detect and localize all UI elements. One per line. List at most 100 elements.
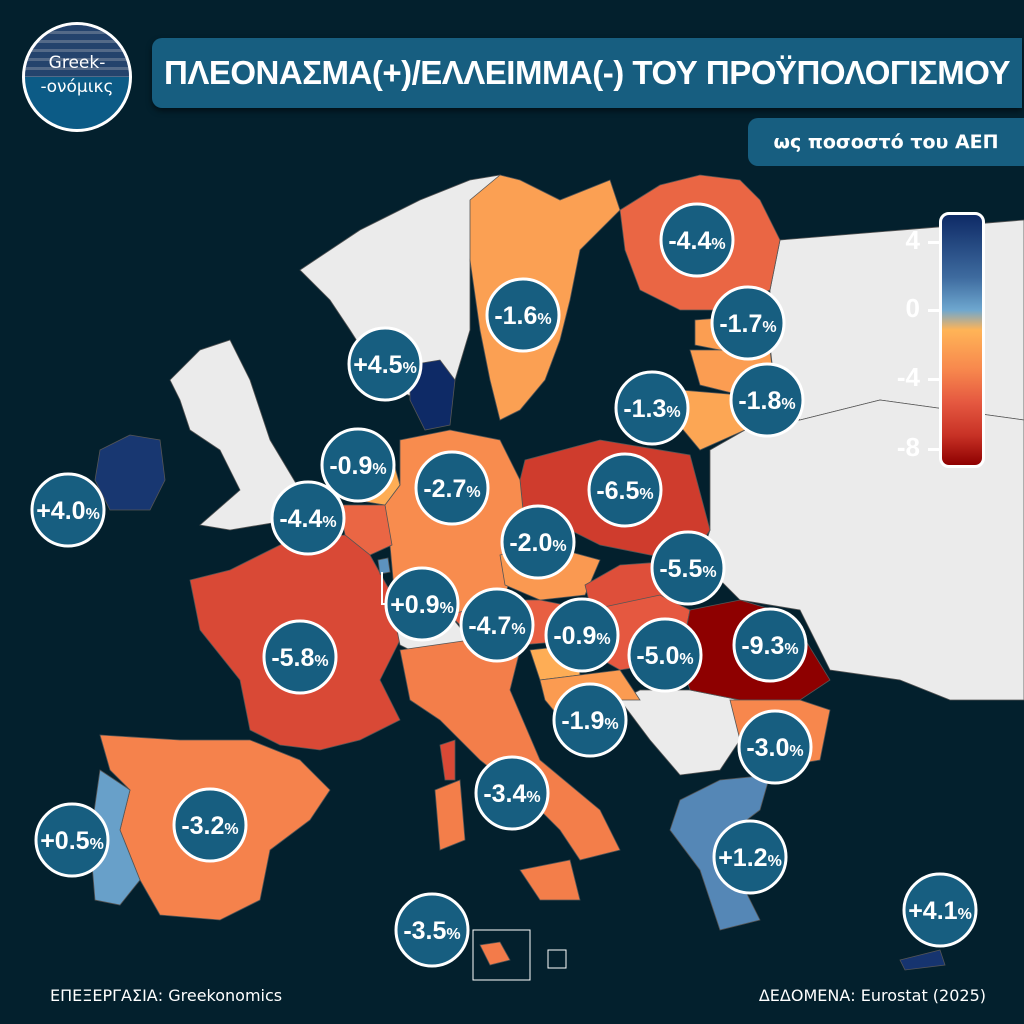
source-text: ΔΕΔΟΜΕΝΑ: Eurostat (2025) bbox=[758, 986, 986, 1005]
value-unit: % bbox=[781, 396, 795, 413]
value-unit: % bbox=[440, 600, 454, 617]
label-bubble bbox=[627, 617, 703, 693]
page-subtitle: ως ποσοστό του ΑΕΠ bbox=[748, 118, 1024, 166]
value-number: +0.5 bbox=[40, 827, 89, 855]
label-bubble bbox=[414, 450, 490, 526]
greek-flag-icon bbox=[25, 25, 129, 77]
value-unit: % bbox=[372, 461, 386, 478]
value-text: -2.0% bbox=[509, 529, 566, 557]
value-number: -4.4 bbox=[668, 227, 711, 255]
value-label: +1.2% bbox=[712, 819, 788, 895]
value-unit: % bbox=[762, 319, 776, 336]
cyprus-region bbox=[899, 949, 946, 971]
belgium-region bbox=[339, 504, 393, 556]
value-number: -2.7 bbox=[423, 475, 466, 503]
value-number: -5.0 bbox=[636, 642, 679, 670]
value-text: +4.5% bbox=[353, 351, 417, 379]
value-label: -6.5% bbox=[587, 452, 663, 528]
label-bubble bbox=[459, 587, 535, 663]
label-bubble bbox=[262, 619, 338, 695]
ireland-region bbox=[94, 434, 166, 511]
label-bubble bbox=[474, 755, 550, 831]
label-bubble bbox=[544, 597, 620, 673]
value-label: -9.3% bbox=[732, 607, 808, 683]
credit-text: ΕΠΕΞΕΡΓΑΣΙΑ: Greekonomics bbox=[50, 986, 283, 1005]
value-label: -3.2% bbox=[172, 787, 248, 863]
label-bubble bbox=[650, 530, 726, 606]
value-text: -1.9% bbox=[561, 707, 618, 735]
value-number: -1.7 bbox=[719, 310, 762, 338]
label-bubble bbox=[902, 872, 978, 948]
legend-tick: 0 bbox=[870, 293, 940, 324]
value-text: -3.4% bbox=[483, 780, 540, 808]
value-number: -3.0 bbox=[746, 734, 789, 762]
label-bubble bbox=[485, 277, 561, 353]
legend-tick: -8 bbox=[870, 432, 940, 463]
value-label: +0.9% bbox=[384, 566, 460, 642]
value-unit: % bbox=[679, 651, 693, 668]
label-bubble bbox=[500, 504, 576, 580]
value-label: -0.9% bbox=[320, 427, 396, 503]
logo-line1: Greek- bbox=[48, 53, 106, 73]
value-number: -9.3 bbox=[741, 632, 784, 660]
label-bubble bbox=[347, 326, 423, 402]
value-number: +4.0 bbox=[36, 497, 85, 525]
value-number: -3.2 bbox=[181, 812, 224, 840]
value-text: -1.6% bbox=[494, 302, 551, 330]
value-unit: % bbox=[711, 236, 725, 253]
value-unit: % bbox=[784, 641, 798, 658]
value-number: -6.5 bbox=[596, 477, 639, 505]
value-text: -1.7% bbox=[719, 310, 776, 338]
value-unit: % bbox=[604, 716, 618, 733]
label-bubble bbox=[614, 370, 690, 446]
value-number: +4.1 bbox=[908, 897, 957, 925]
value-number: -5.8 bbox=[271, 644, 314, 672]
value-label: +4.0% bbox=[30, 472, 106, 548]
value-label: -3.5% bbox=[394, 892, 470, 968]
label-bubble bbox=[30, 472, 106, 548]
malta-region bbox=[479, 941, 511, 966]
value-unit: % bbox=[666, 404, 680, 421]
value-label: -1.8% bbox=[729, 362, 805, 438]
label-bubble bbox=[270, 480, 346, 556]
value-text: -1.3% bbox=[623, 395, 680, 423]
value-label: -2.0% bbox=[500, 504, 576, 580]
value-label: -4.7% bbox=[459, 587, 535, 663]
label-bubble bbox=[659, 202, 735, 278]
value-unit: % bbox=[537, 311, 551, 328]
label-bubble bbox=[394, 892, 470, 968]
legend-tick: 4 bbox=[870, 225, 940, 256]
value-text: -5.0% bbox=[636, 642, 693, 670]
value-number: -2.0 bbox=[509, 529, 552, 557]
value-label: -5.0% bbox=[627, 617, 703, 693]
value-text: -5.5% bbox=[659, 555, 716, 583]
italy-region bbox=[399, 639, 621, 861]
value-unit: % bbox=[552, 538, 566, 555]
value-text: +1.2% bbox=[718, 844, 782, 872]
value-number: -5.5 bbox=[659, 555, 702, 583]
greekonomics-logo: Greek- -ονόμικς bbox=[22, 22, 132, 132]
value-label: +4.1% bbox=[902, 872, 978, 948]
value-unit: % bbox=[526, 789, 540, 806]
label-bubble bbox=[172, 787, 248, 863]
uk-region bbox=[169, 339, 301, 531]
legend-tick: -4 bbox=[870, 362, 940, 393]
value-unit: % bbox=[789, 743, 803, 760]
value-number: +0.9 bbox=[390, 591, 439, 619]
value-text: -0.9% bbox=[553, 622, 610, 650]
value-label: -5.5% bbox=[650, 530, 726, 606]
sicily-region bbox=[519, 859, 581, 901]
value-unit: % bbox=[224, 821, 238, 838]
value-label: -5.8% bbox=[262, 619, 338, 695]
value-text: +0.5% bbox=[40, 827, 104, 855]
label-bubble bbox=[729, 362, 805, 438]
value-number: +4.5 bbox=[353, 351, 402, 379]
value-number: -3.5 bbox=[403, 917, 446, 945]
value-label: -1.6% bbox=[485, 277, 561, 353]
value-text: -9.3% bbox=[741, 632, 798, 660]
value-number: -1.6 bbox=[494, 302, 537, 330]
value-label: -1.7% bbox=[710, 285, 786, 361]
value-unit: % bbox=[511, 621, 525, 638]
corsica-region bbox=[439, 739, 456, 781]
